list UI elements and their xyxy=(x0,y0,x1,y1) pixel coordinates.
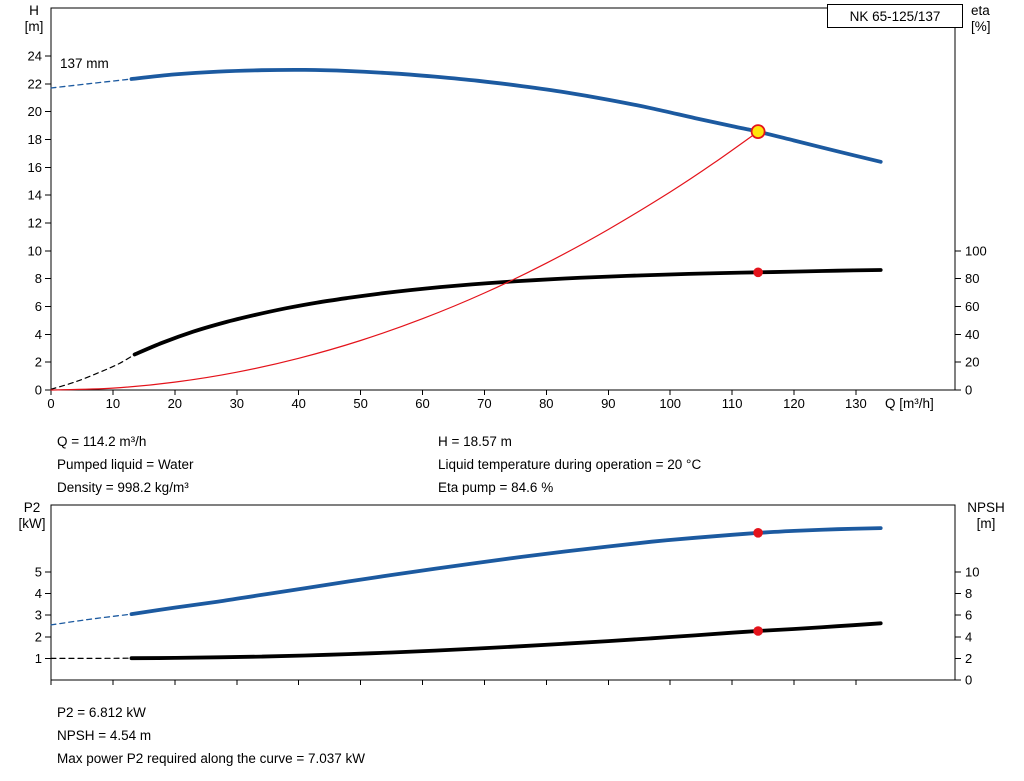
y-right-tick-label: 20 xyxy=(965,355,979,370)
eta-curve-dashed xyxy=(50,353,136,390)
h-curve-dashed xyxy=(50,78,133,89)
y-right-tick-label: 6 xyxy=(965,608,972,623)
info-eta-pump: Eta pump = 84.6 % xyxy=(438,480,554,495)
y-left-tick-label: 0 xyxy=(35,383,42,398)
p2-curve[interactable] xyxy=(129,526,883,616)
y-left-tick-label: 8 xyxy=(35,271,42,286)
eta-axis-label-line2: [%] xyxy=(971,19,991,34)
y-left-tick-label: 22 xyxy=(28,76,42,91)
eta-duty-marker[interactable] xyxy=(753,267,763,278)
power-info: P2 = 6.812 kW NPSH = 4.54 m Max power P2… xyxy=(57,701,365,770)
y-left-tick-label: 2 xyxy=(35,629,42,644)
npsh-duty-marker[interactable] xyxy=(753,626,763,636)
x-tick-label: 30 xyxy=(230,396,244,411)
duty-info-left: Q = 114.2 m³/h Pumped liquid = Water Den… xyxy=(57,430,193,499)
plot-frame xyxy=(50,504,956,681)
pump-type-label: NK 65-125/137 xyxy=(849,8,941,24)
pump-type-box: NK 65-125/137 xyxy=(827,4,963,28)
y-right-tick-label: 2 xyxy=(965,651,972,666)
info-flow: Q = 114.2 m³/h xyxy=(57,434,147,449)
y-left-tick-label: 10 xyxy=(28,243,42,258)
info-pumped-liquid: Pumped liquid = Water xyxy=(57,457,194,472)
eta-axis-label: eta [%] xyxy=(971,3,991,35)
y-right-tick-label: 100 xyxy=(965,243,987,258)
y-right-tick-label: 40 xyxy=(965,327,979,342)
y-left-tick-label: 20 xyxy=(28,104,42,119)
x-tick-label: 90 xyxy=(601,396,615,411)
y-left-tick-label: 18 xyxy=(28,132,42,147)
p2-curve-dashed xyxy=(50,613,133,626)
eta-curve[interactable] xyxy=(132,268,883,357)
x-tick-label: 120 xyxy=(783,396,805,411)
info-liquid-temperature: Liquid temperature during operation = 20… xyxy=(438,457,702,472)
x-tick-label: 70 xyxy=(477,396,491,411)
y-right-tick-label: 4 xyxy=(965,629,972,644)
x-tick-label: 110 xyxy=(722,396,743,411)
eta-axis-label-line1: eta xyxy=(971,3,990,18)
y-left-tick-label: 16 xyxy=(28,160,42,175)
y-right-tick-label: 10 xyxy=(965,565,979,580)
h-axis-label: H [m] xyxy=(18,3,50,35)
x-tick-label: 10 xyxy=(106,396,120,411)
x-tick-label: 130 xyxy=(845,396,867,411)
y-right-tick-label: 60 xyxy=(965,299,979,314)
y-left-tick-label: 14 xyxy=(28,188,42,203)
y-left-tick-label: 1 xyxy=(35,651,42,666)
duty-info-right: H = 18.57 m Liquid temperature during op… xyxy=(438,430,701,499)
x-tick-label: 0 xyxy=(47,396,54,411)
h-axis-label-line2: [m] xyxy=(24,19,44,34)
h-curve[interactable] xyxy=(129,67,883,164)
info-density: Density = 998.2 kg/m³ xyxy=(57,480,189,495)
npsh-axis-label-line2: [m] xyxy=(976,516,996,531)
x-tick-label: 60 xyxy=(415,396,429,411)
y-right-tick-label: 0 xyxy=(965,673,972,688)
q-axis-label: Q [m³/h] xyxy=(885,396,934,411)
x-tick-label: 40 xyxy=(291,396,305,411)
y-left-tick-label: 4 xyxy=(35,586,42,601)
info-p2: P2 = 6.812 kW xyxy=(57,705,146,720)
duty-point-marker[interactable] xyxy=(750,124,766,140)
h-axis-label-line1: H xyxy=(29,3,39,18)
info-max-power: Max power P2 required along the curve = … xyxy=(57,751,366,766)
y-left-tick-label: 6 xyxy=(35,299,42,314)
p2-axis-label-line1: P2 xyxy=(23,500,41,515)
info-head: H = 18.57 m xyxy=(438,434,512,449)
npsh-axis-label: NPSH [m] xyxy=(960,500,1012,532)
y-left-tick-label: 3 xyxy=(35,608,42,623)
p2-axis-label-line2: [kW] xyxy=(18,516,46,531)
x-tick-label: 20 xyxy=(168,396,182,411)
y-left-tick-label: 12 xyxy=(28,216,42,231)
impeller-diameter-label: 137 mm xyxy=(60,56,109,71)
npsh-axis-label-line1: NPSH xyxy=(967,500,1005,515)
x-tick-label: 50 xyxy=(353,396,367,411)
npsh-curve[interactable] xyxy=(129,621,883,661)
p2-axis-label: P2 [kW] xyxy=(12,500,52,532)
x-tick-label: 80 xyxy=(539,396,553,411)
y-left-tick-label: 2 xyxy=(35,355,42,370)
p2-duty-marker[interactable] xyxy=(753,528,763,538)
y-right-tick-label: 0 xyxy=(965,383,972,398)
system-curve[interactable] xyxy=(50,131,759,391)
y-left-tick-label: 24 xyxy=(28,49,42,64)
x-tick-label: 100 xyxy=(659,396,681,411)
info-npsh: NPSH = 4.54 m xyxy=(57,728,152,743)
y-right-tick-label: 8 xyxy=(965,586,972,601)
y-left-tick-label: 4 xyxy=(35,327,42,342)
plot-frame xyxy=(50,7,956,391)
y-right-tick-label: 80 xyxy=(965,271,979,286)
y-left-tick-label: 5 xyxy=(35,565,42,580)
